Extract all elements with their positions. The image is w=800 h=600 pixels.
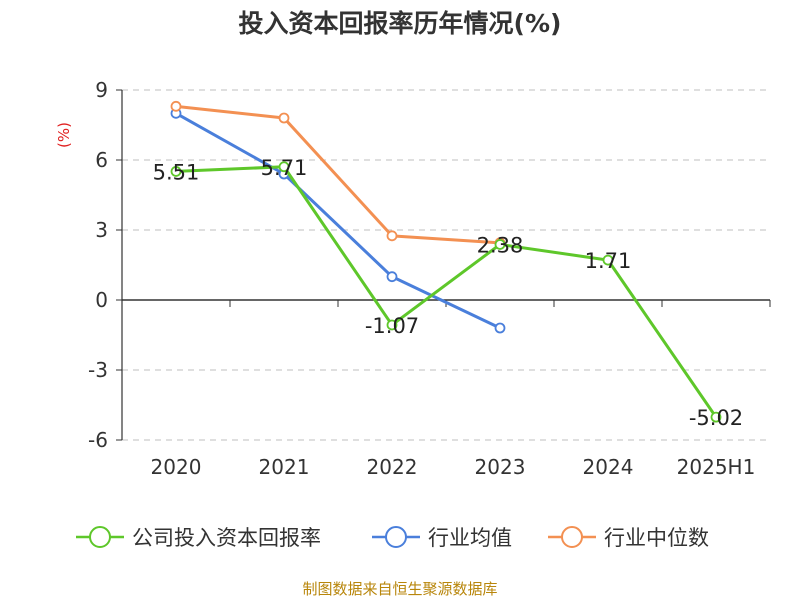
data-point xyxy=(278,112,290,124)
data-point xyxy=(386,271,398,283)
y-tick-label: -3 xyxy=(88,358,108,382)
data-label: -5.02 xyxy=(689,406,743,430)
y-tick-label: 9 xyxy=(95,78,108,102)
source-note: 制图数据来自恒生聚源数据库 xyxy=(302,580,498,598)
data-point xyxy=(278,161,290,173)
series-line xyxy=(175,104,501,245)
legend: 公司投入资本回报率 行业均值 行业中位数 xyxy=(0,520,800,554)
legend-swatch-industry-median-icon xyxy=(548,526,596,548)
x-tick-label: 2023 xyxy=(475,455,526,479)
legend-item-industry-mean[interactable]: 行业均值 xyxy=(370,520,512,554)
data-point xyxy=(386,230,398,242)
legend-item-company[interactable]: 公司投入资本回报率 xyxy=(74,520,321,554)
x-tick-label: 2025H1 xyxy=(677,455,756,479)
data-label: 2.38 xyxy=(477,233,524,257)
data-point xyxy=(602,254,614,266)
series-line xyxy=(175,112,501,330)
legend-label-industry-mean: 行业均值 xyxy=(428,526,512,550)
data-point xyxy=(494,322,506,334)
data-label: 5.51 xyxy=(153,160,200,184)
legend-label-company: 公司投入资本回报率 xyxy=(132,526,321,550)
x-tick-label: 2021 xyxy=(259,455,310,479)
y-tick-label: -6 xyxy=(88,428,108,452)
data-point xyxy=(170,100,182,112)
y-tick-label: 0 xyxy=(95,288,108,312)
y-tick-label: 3 xyxy=(95,218,108,242)
data-label: -1.07 xyxy=(365,314,419,338)
series-line xyxy=(175,165,718,418)
legend-item-industry-median[interactable]: 行业中位数 xyxy=(546,520,709,554)
data-point xyxy=(494,239,506,250)
legend-swatch-industry-mean-icon xyxy=(372,526,420,548)
x-tick-label: 2024 xyxy=(583,455,634,479)
data-point xyxy=(170,166,182,177)
data-point xyxy=(710,411,722,423)
chart-title: 投入资本回报率历年情况(%) xyxy=(238,9,562,38)
data-label: 5.71 xyxy=(261,156,308,180)
y-tick-label: 6 xyxy=(95,148,108,172)
x-tick-label: 2020 xyxy=(151,455,202,479)
x-tick-label: 2022 xyxy=(367,455,418,479)
legend-swatch-company-icon xyxy=(76,526,124,548)
legend-label-industry-median: 行业中位数 xyxy=(604,526,709,550)
data-label: 1.71 xyxy=(585,249,632,273)
data-point xyxy=(386,319,398,331)
